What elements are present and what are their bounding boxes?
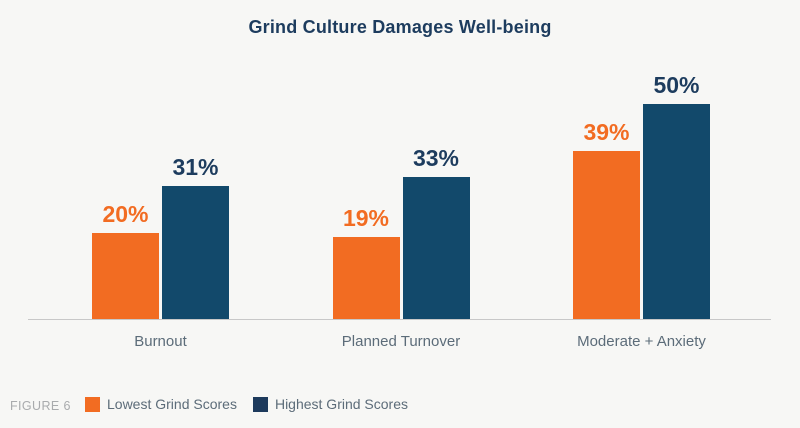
legend: Lowest Grind Scores Highest Grind Scores xyxy=(85,396,408,412)
bar-column: 20% xyxy=(92,200,159,319)
bar xyxy=(643,104,710,319)
bar-group-burnout: 20% 31% xyxy=(92,153,229,319)
bar-column: 19% xyxy=(332,204,400,319)
bar-group-moderate-anxiety: 39% 50% xyxy=(573,71,710,319)
x-axis-category-label: Moderate + Anxiety xyxy=(577,333,706,350)
x-axis-category-label: Planned Turnover xyxy=(341,333,461,350)
bar-column: 50% xyxy=(643,71,710,319)
legend-swatch-lowest-icon xyxy=(85,396,100,412)
legend-label-lowest: Lowest Grind Scores xyxy=(107,396,237,412)
legend-item-lowest-grind-scores: Lowest Grind Scores xyxy=(85,396,237,412)
bar xyxy=(92,233,159,319)
figure-label: FIGURE 6 xyxy=(10,399,71,413)
x-axis-line xyxy=(28,319,771,320)
bar xyxy=(332,237,400,319)
legend-label-highest: Highest Grind Scores xyxy=(274,396,409,412)
bar-value-label: 50% xyxy=(653,71,700,98)
legend-swatch-highest-icon xyxy=(252,396,268,412)
bar xyxy=(573,151,640,319)
bar-value-label: 31% xyxy=(172,153,219,180)
bars-area: 20% 31% 19% 33% 39% 50% xyxy=(92,71,710,319)
x-axis-category-label: Burnout xyxy=(134,333,187,350)
bar-value-label: 33% xyxy=(412,144,460,171)
bar-value-label: 39% xyxy=(583,118,630,145)
bar xyxy=(402,177,470,319)
bar xyxy=(162,186,229,319)
x-axis-labels: Burnout Planned Turnover Moderate + Anxiet… xyxy=(92,333,710,350)
bar-value-label: 19% xyxy=(342,204,390,231)
bar-value-label: 20% xyxy=(102,200,149,227)
bar-group-planned-turnover: 19% 33% xyxy=(332,144,470,319)
legend-item-highest-grind-scores: Highest Grind Scores xyxy=(252,396,409,412)
bar-column: 33% xyxy=(402,144,470,319)
bar-column: 31% xyxy=(162,153,229,319)
bar-column: 39% xyxy=(573,118,640,319)
chart-title: Grind Culture Damages Well-being xyxy=(248,17,552,37)
